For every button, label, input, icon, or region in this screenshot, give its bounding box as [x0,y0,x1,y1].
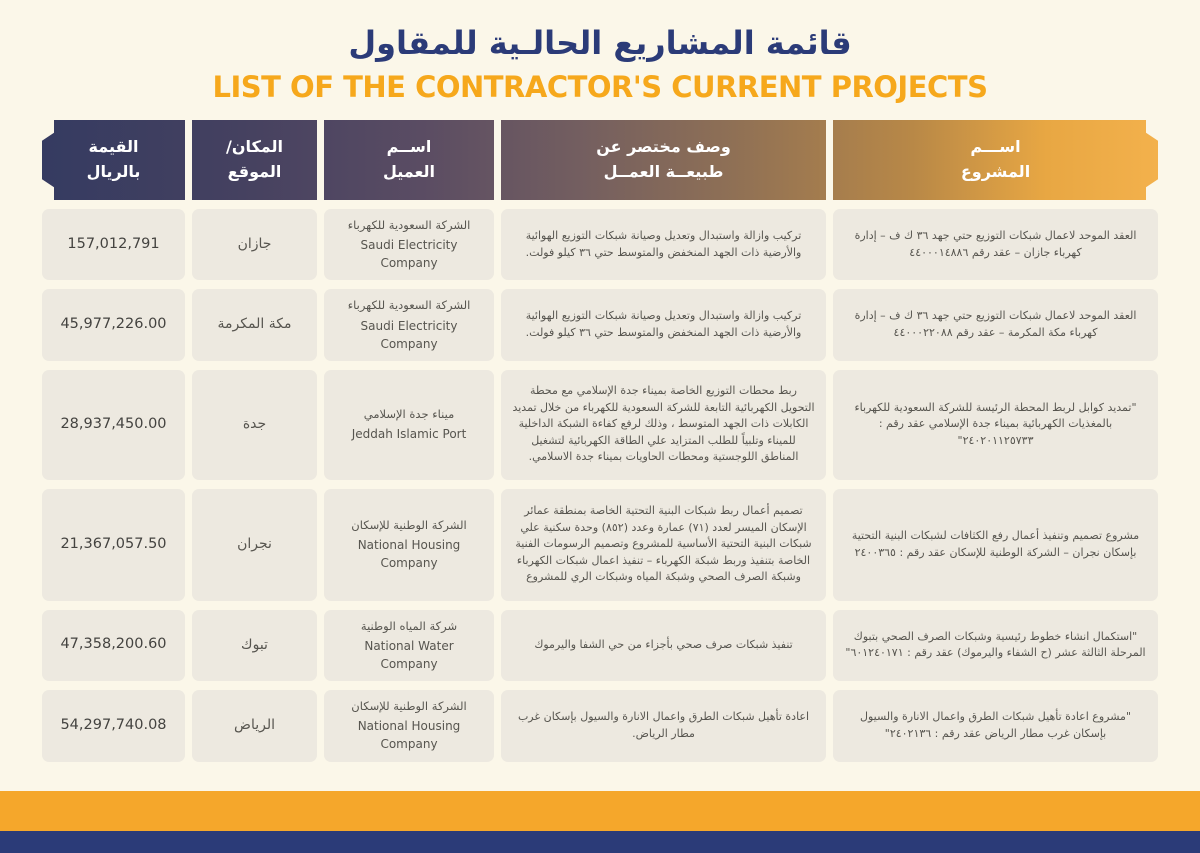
column-gap [185,289,192,360]
column-gap [494,370,501,480]
column-gap [185,690,192,762]
page-title-arabic: قائمة المشاريع الحالـية للمقاول [348,24,852,62]
client-name-english: Saudi Electricity Company [360,318,458,351]
table-row: "تمديد كوابل لربط المحطة الرئيسة للشركة … [42,369,1158,480]
column-gap [317,289,324,360]
footer-navy-band [0,831,1200,853]
column-gap [317,120,324,200]
cell-client: الشركة الوطنية للإسكان National Housing … [324,488,494,601]
page-header: قائمة المشاريع الحالـية للمقاول LIST OF … [0,0,1200,104]
column-gap [826,289,833,360]
client-name-arabic: الشركة السعودية للكهرباء [347,218,471,232]
cell-client: الشركة السعودية للكهرباء Saudi Electrici… [324,289,494,361]
table-header: اســـم المشروع وصف مختصر عن طبيعــة العم… [42,120,1158,200]
cell-value: 54,297,740.08 [42,689,185,762]
client-name-english: National Housing Company [357,719,461,752]
cell-description: تركيب وازالة واستبدال وتعديل وصيانة شبكا… [501,289,826,361]
column-gap [185,120,192,200]
cell-location: نجران [192,488,317,601]
column-gap [826,610,833,681]
column-gap [826,120,833,200]
cell-location: الرياض [192,689,317,762]
cell-location: جازان [192,209,317,281]
column-gap [317,610,324,681]
table-row: "استكمال انشاء خطوط رئيسية وشبكات الصرف … [42,609,1158,681]
column-gap [494,489,501,601]
header-description: وصف مختصر عن طبيعــة العمــل [596,137,731,181]
column-gap [317,370,324,480]
client-name-arabic: الشركة الوطنية للإسكان [351,699,467,714]
column-gap [494,690,501,762]
header-location: المكان/ الموقع [225,137,284,181]
cell-location: جدة [192,369,317,480]
cell-project-name: العقد الموحد لاعمال شبكات التوزيع حتي جه… [833,289,1158,361]
column-gap [185,610,192,681]
cell-project-name: العقد الموحد لاعمال شبكات التوزيع حتي جه… [833,209,1158,281]
column-gap [494,289,501,360]
cell-client: ميناء جدة الإسلامي Jeddah Islamic Port [324,369,494,480]
cell-description: ربط محطات التوزيع الخاصة بميناء جدة الإس… [501,369,826,480]
cell-value: 21,367,057.50 [42,488,185,601]
client-name-english: Saudi Electricity Company [360,238,458,271]
cell-description: اعادة تأهيل شبكات الطرق واعمال الانارة و… [501,689,826,762]
cell-description: تصميم أعمال ربط شبكات البنية التحتية الخ… [501,488,826,601]
column-gap [494,120,501,200]
cell-client: الشركة الوطنية للإسكان National Housing … [324,689,494,762]
table-row: العقد الموحد لاعمال شبكات التوزيع حتي جه… [42,209,1158,281]
client-name-arabic: الشركة السعودية للكهرباء [347,298,471,313]
header-client-name: اســم العميل [382,137,436,181]
cell-project-name: "تمديد كوابل لربط المحطة الرئيسة للشركة … [833,369,1158,480]
table-row: "مشروع اعادة تأهيل شبكات الطرق واعمال ال… [42,689,1158,762]
page-title-english: LIST OF THE CONTRACTOR'S CURRENT PROJECT… [212,70,988,104]
client-name-english: Jeddah Islamic Port [351,427,467,442]
footer-gold-band [0,791,1200,831]
projects-table: اســـم المشروع وصف مختصر عن طبيعــة العم… [42,120,1158,762]
cell-project-name: مشروع تصميم وتنفيذ أعمال رفع الكثافات لش… [833,488,1158,601]
column-gap [826,209,833,280]
header-project-name: اســـم المشروع [960,137,1031,181]
column-gap [317,489,324,601]
client-name-arabic: شركة المياه الوطنية [360,618,458,633]
column-gap [494,610,501,681]
client-name-english: National Housing Company [357,538,461,571]
cell-project-name: "مشروع اعادة تأهيل شبكات الطرق واعمال ال… [833,689,1158,762]
cell-description: تركيب وازالة واستبدال وتعديل وصيانة شبكا… [501,209,826,281]
cell-project-name: "استكمال انشاء خطوط رئيسية وشبكات الصرف … [833,609,1158,681]
client-name-english: National Water Company [364,638,454,671]
column-gap [826,370,833,480]
column-gap [826,690,833,762]
cell-value: 157,012,791 [42,209,185,281]
column-gap [317,209,324,280]
column-gap [826,489,833,601]
column-gap [494,209,501,280]
table-row: العقد الموحد لاعمال شبكات التوزيع حتي جه… [42,289,1158,361]
table-row: مشروع تصميم وتنفيذ أعمال رفع الكثافات لش… [42,488,1158,601]
cell-value: 28,937,450.00 [42,369,185,480]
cell-location: تبوك [192,609,317,681]
cell-value: 47,358,200.60 [42,609,185,681]
column-gap [185,489,192,601]
column-gap [185,209,192,280]
cell-value: 45,977,226.00 [42,289,185,361]
column-gap [317,690,324,762]
cell-client: الشركة السعودية للكهرباء Saudi Electrici… [324,209,494,281]
column-gap [185,370,192,480]
client-name-arabic: ميناء جدة الإسلامي [363,406,455,421]
cell-client: شركة المياه الوطنية National Water Compa… [324,609,494,681]
cell-description: تنفيذ شبكات صرف صحي بأجزاء من حي الشفا و… [501,609,826,681]
client-name-arabic: الشركة الوطنية للإسكان [351,517,467,532]
cell-location: مكة المكرمة [192,289,317,361]
header-value-riyal: القيمة بالريال [86,137,141,181]
